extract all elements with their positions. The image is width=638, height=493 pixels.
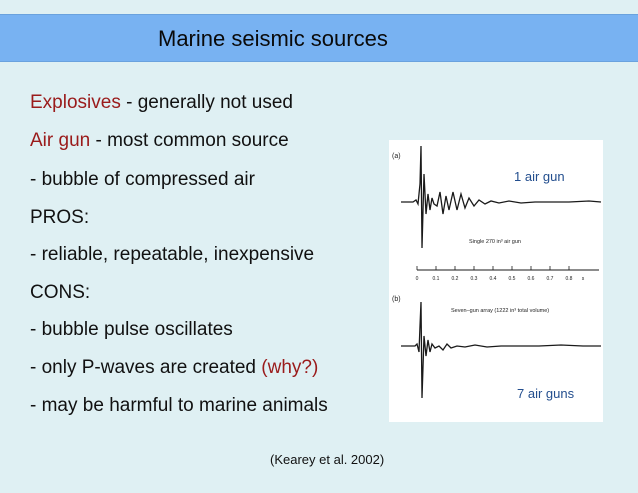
- p-waves-why: (why?): [261, 357, 319, 378]
- bullet-p-waves: - only P-waves are created (why?): [30, 357, 318, 379]
- tick-label-0-4: 0.4: [490, 276, 497, 282]
- tick-label-0-2: 0.2: [452, 276, 459, 282]
- caption-gun-array: Seven–gun array (1222 in³ total volume): [451, 308, 549, 314]
- tick-label-0: 0: [416, 276, 419, 282]
- p-waves-text: - only P-waves are created: [30, 357, 262, 378]
- pros-detail: - reliable, repeatable, inexpensive: [30, 244, 315, 265]
- tick-label-0-7: 0.7: [547, 276, 554, 282]
- bullet-bubble: - bubble of compressed air: [30, 169, 255, 190]
- waveform-seven-gun-array: [401, 301, 601, 399]
- airgun-signature-figure: (a) Single 270 in³ air gun 0 0.1 0.2 0.3: [389, 140, 603, 422]
- time-axis-ticks: [416, 266, 570, 270]
- explosives-term: Explosives: [30, 92, 121, 113]
- caption-single-gun: Single 270 in³ air gun: [469, 239, 521, 245]
- tick-label-0-1: 0.1: [433, 276, 440, 282]
- explosives-text: - generally not used: [120, 92, 293, 113]
- panel-a-label: (a): [392, 153, 401, 160]
- label-seven-air-guns: 7 air guns: [517, 386, 575, 401]
- cons-detail-bubble: - bubble pulse oscillates: [30, 319, 233, 340]
- tick-label-0-5: 0.5: [509, 276, 516, 282]
- waveform-svg: (a) Single 270 in³ air gun 0 0.1 0.2 0.3: [392, 145, 602, 399]
- tick-label-unit: s: [582, 276, 585, 282]
- cons-heading: CONS:: [30, 282, 91, 303]
- citation: (Kearey et al. 2002): [270, 452, 385, 467]
- air-gun-term: Air gun: [30, 130, 91, 151]
- bullet-air-gun: Air gun - most common source: [30, 130, 289, 152]
- tick-label-0-8: 0.8: [566, 276, 573, 282]
- slide-title: Marine seismic sources: [158, 26, 388, 51]
- bullet-explosives: Explosives - generally not used: [30, 92, 293, 114]
- title-bar: Marine seismic sources: [0, 14, 638, 62]
- panel-b-label: (b): [392, 296, 401, 303]
- tick-label-0-3: 0.3: [471, 276, 478, 282]
- label-one-air-gun: 1 air gun: [514, 169, 565, 184]
- pros-heading: PROS:: [30, 207, 90, 228]
- air-gun-text: - most common source: [90, 130, 289, 151]
- time-axis-labels: 0 0.1 0.2 0.3 0.4 0.5 0.6 0.7 0.8 s: [416, 276, 585, 282]
- tick-label-0-6: 0.6: [528, 276, 535, 282]
- waveform-single-gun: [401, 145, 602, 249]
- bullet-harmful: - may be harmful to marine animals: [30, 395, 328, 416]
